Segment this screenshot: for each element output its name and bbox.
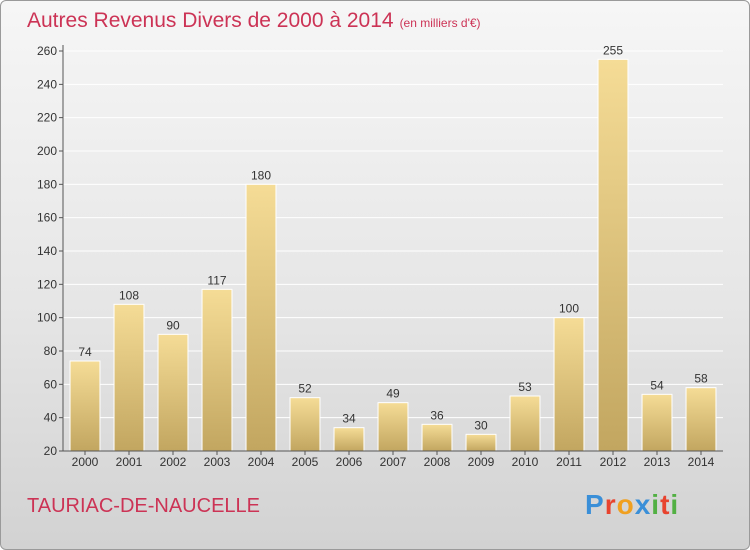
x-tick-label-2007: 2007 [380,455,407,469]
bar-2006 [333,427,365,452]
data-label-2012: 255 [603,43,623,57]
data-label-2008: 36 [430,408,444,422]
bar-2012 [597,58,629,452]
data-label-2000: 74 [78,345,92,359]
y-tick-label-100: 100 [37,311,57,325]
data-label-2003: 117 [207,273,226,287]
bar-2005 [289,397,321,452]
bars [69,58,717,452]
x-tick-label-2000: 2000 [72,455,99,469]
data-label-2006: 34 [342,412,356,426]
y-tick-label-40: 40 [44,411,58,425]
logo-letter: o [616,489,635,520]
x-tick-label-2014: 2014 [688,455,715,469]
x-tick-label-2005: 2005 [292,455,319,469]
bar-2014 [685,387,717,452]
logo-letter: i [651,489,661,520]
x-tick-label-2013: 2013 [644,455,671,469]
logo-letter: t [660,489,671,520]
chart-title-text: Autres Revenus Divers de 2000 à 2014 [27,9,394,32]
bar-2010 [509,395,541,452]
y-tick-label-200: 200 [37,144,57,158]
data-label-2010: 53 [518,380,532,394]
chart-title: Autres Revenus Divers de 2000 à 2014 (en … [27,9,481,33]
data-label-2002: 90 [166,318,180,332]
y-tick-label-120: 120 [37,277,57,291]
y-tick-label-60: 60 [44,377,58,391]
chart-subtitle: (en milliers d'€) [399,16,481,30]
data-label-2004: 180 [251,168,271,182]
bar-2008 [421,423,453,452]
data-label-2007: 49 [386,387,400,401]
x-tick-label-2001: 2001 [116,455,143,469]
x-tick-label-2010: 2010 [512,455,539,469]
logo-letter: P [585,489,605,520]
place-name: TAURIAC-DE-NAUCELLE [27,495,260,517]
labels: 20 40 60 80 100 120 140 160 180 200 220 240 260 74 200… [37,43,715,469]
data-label-2005: 52 [298,382,312,396]
logo-letter: i [670,489,680,520]
bar-2007 [377,402,409,452]
data-label-2014: 58 [694,372,708,386]
bar-2013 [641,393,673,452]
x-tick-label-2009: 2009 [468,455,495,469]
x-tick-label-2004: 2004 [248,455,275,469]
data-label-2001: 108 [119,288,139,302]
logo-letter: x [634,489,652,520]
y-tick-label-80: 80 [44,344,58,358]
x-tick-label-2012: 2012 [600,455,627,469]
logo-letter: r [604,489,617,520]
y-tick-label-140: 140 [37,244,57,258]
bar-2002 [157,333,189,452]
y-tick-label-220: 220 [37,111,57,125]
y-tick-label-160: 160 [37,211,57,225]
bar-2003 [201,288,233,452]
bar-2011 [553,317,585,452]
bar-2000 [69,360,101,452]
x-tick-label-2006: 2006 [336,455,363,469]
x-tick-label-2003: 2003 [204,455,231,469]
proxiti-logo: Proxiti [585,489,679,521]
bar-2004 [245,183,277,452]
data-label-2009: 30 [474,418,488,432]
x-tick-label-2011: 2011 [556,455,582,469]
axes [59,45,723,455]
x-tick-label-2008: 2008 [424,455,451,469]
y-tick-label-180: 180 [37,177,57,191]
y-tick-label-20: 20 [44,444,58,458]
bar-2001 [113,303,145,452]
data-label-2011: 100 [559,302,579,316]
data-label-2013: 54 [650,378,664,392]
y-tick-label-240: 240 [37,77,57,91]
x-tick-label-2002: 2002 [160,455,187,469]
bar-2009 [465,433,497,452]
y-tick-label-260: 260 [37,44,57,58]
